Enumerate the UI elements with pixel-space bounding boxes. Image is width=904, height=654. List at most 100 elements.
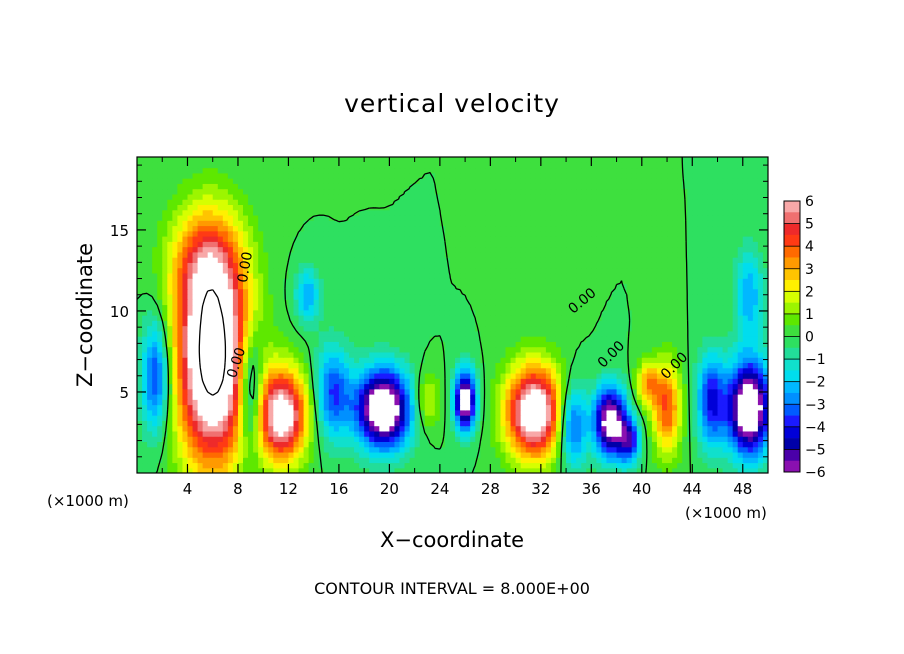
heatmap-cell — [500, 267, 507, 274]
heatmap-cell — [752, 351, 759, 358]
heatmap-cell — [656, 309, 663, 316]
heatmap-cell — [672, 330, 678, 337]
heatmap-cell — [227, 330, 234, 337]
heatmap-cell — [283, 320, 290, 327]
heatmap-cell — [273, 283, 279, 290]
heatmap-cell — [616, 346, 623, 353]
heatmap-cell — [611, 394, 618, 400]
heatmap-cell — [646, 346, 653, 353]
heatmap-cell — [414, 399, 421, 406]
heatmap-cell — [631, 262, 638, 269]
heatmap-cell — [192, 351, 199, 358]
heatmap-cell — [591, 346, 597, 353]
heatmap-cell — [460, 441, 466, 448]
heatmap-cell — [328, 441, 335, 448]
heatmap-cell — [349, 420, 355, 427]
heatmap-cell — [762, 341, 768, 348]
heatmap-cell — [641, 425, 648, 432]
heatmap-cell — [601, 467, 608, 473]
heatmap-cell — [217, 351, 224, 358]
heatmap-cell — [404, 367, 411, 374]
heatmap-cell — [490, 309, 497, 316]
heatmap-cell — [217, 436, 224, 442]
heatmap-cell — [490, 394, 497, 400]
heatmap-cell — [338, 383, 345, 390]
heatmap-cell — [318, 388, 325, 395]
heatmap-cell — [566, 288, 572, 295]
heatmap-cell — [379, 409, 385, 416]
heatmap-cell — [237, 351, 244, 358]
heatmap-cell — [702, 315, 709, 321]
heatmap-cell — [253, 336, 259, 342]
heatmap-cell — [561, 325, 567, 332]
heatmap-cell — [520, 457, 527, 464]
heatmap-cell — [510, 425, 517, 432]
heatmap-cell — [656, 457, 663, 464]
heatmap-cell — [399, 315, 406, 321]
heatmap-cell — [682, 404, 688, 411]
heatmap-cell — [313, 299, 320, 306]
heatmap-cell — [692, 388, 698, 395]
heatmap-cell — [682, 372, 688, 379]
heatmap-cell — [470, 378, 476, 385]
heatmap-cell — [182, 267, 189, 274]
heatmap-cell — [762, 451, 768, 458]
heatmap-cell — [424, 383, 431, 390]
heatmap-cell — [192, 315, 199, 321]
heatmap-cell — [394, 436, 401, 442]
heatmap-cell — [449, 467, 456, 473]
heatmap-cell — [318, 336, 325, 342]
heatmap-cell — [207, 357, 214, 363]
heatmap-cell — [757, 341, 764, 348]
heatmap-cell — [379, 441, 385, 448]
heatmap-cell — [263, 394, 269, 400]
heatmap-cell — [364, 420, 370, 427]
heatmap-cell — [692, 362, 698, 369]
heatmap-cell — [253, 362, 259, 369]
heatmap-cell — [157, 315, 163, 321]
heatmap-cell — [626, 462, 633, 469]
heatmap-cell — [273, 299, 279, 306]
heatmap-cell — [202, 304, 209, 311]
heatmap-cell — [162, 372, 168, 379]
heatmap-cell — [293, 394, 300, 400]
heatmap-cell — [338, 457, 345, 464]
heatmap-cell — [227, 462, 234, 469]
heatmap-cell — [616, 267, 623, 274]
heatmap-cell — [338, 272, 345, 279]
heatmap-cell — [727, 288, 734, 295]
heatmap-cell — [424, 346, 431, 353]
heatmap-cell — [227, 436, 234, 442]
heatmap-cell — [525, 409, 532, 416]
heatmap-cell — [343, 293, 350, 300]
heatmap-cell — [369, 315, 375, 321]
heatmap-cell — [202, 346, 209, 353]
heatmap-cell — [449, 341, 456, 348]
heatmap-cell — [212, 309, 219, 316]
heatmap-cell — [682, 378, 688, 385]
heatmap-cell — [717, 351, 724, 358]
heatmap-cell — [253, 267, 259, 274]
heatmap-cell — [631, 315, 638, 321]
heatmap-cell — [656, 436, 663, 442]
heatmap-cell — [343, 372, 350, 379]
heatmap-cell — [333, 309, 340, 316]
heatmap-cell — [187, 362, 194, 369]
heatmap-cell — [465, 436, 471, 442]
heatmap-cell — [561, 262, 567, 269]
heatmap-cell — [152, 325, 158, 332]
heatmap-cell — [237, 341, 244, 348]
heatmap-cell — [727, 430, 734, 437]
heatmap-cell — [470, 409, 476, 416]
heatmap-cell — [596, 441, 603, 448]
heatmap-cell — [258, 462, 264, 469]
heatmap-cell — [651, 394, 658, 400]
heatmap-cell — [399, 346, 406, 353]
heatmap-cell — [429, 362, 436, 369]
heatmap-cell — [147, 288, 153, 295]
heatmap-cell — [389, 330, 396, 337]
heatmap-cell — [455, 420, 461, 427]
heatmap-cell — [293, 404, 300, 411]
heatmap-cell — [510, 341, 517, 348]
heatmap-cell — [343, 409, 350, 416]
